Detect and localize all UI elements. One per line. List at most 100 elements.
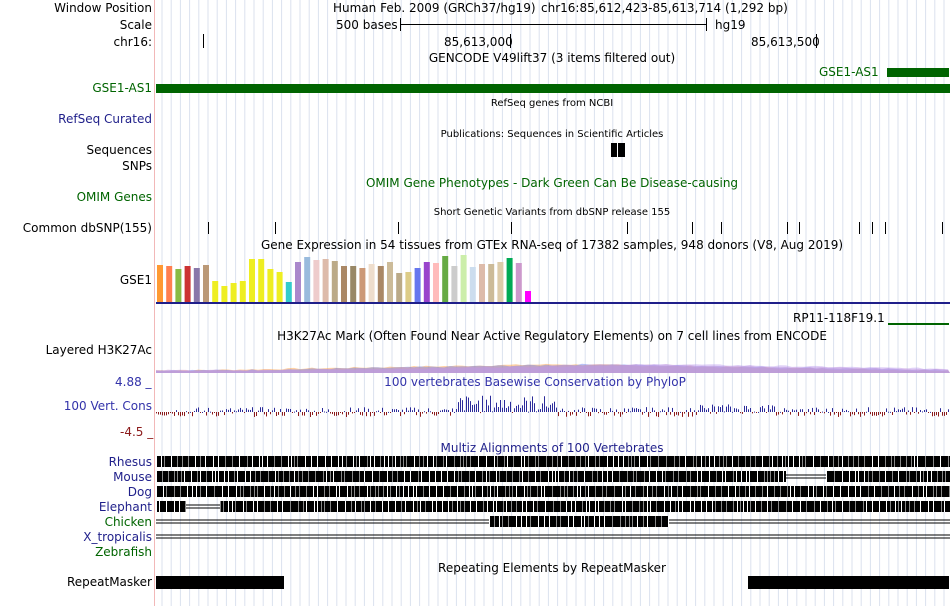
snp-tick[interactable] bbox=[721, 222, 722, 234]
gtex-tissue-bar[interactable] bbox=[239, 281, 246, 302]
gtex-tissue-bar[interactable] bbox=[423, 262, 430, 302]
dbsnp-track-label[interactable]: Common dbSNP(155) bbox=[22, 221, 152, 235]
gtex-tissue-bar[interactable] bbox=[221, 286, 228, 302]
snp-tick[interactable] bbox=[627, 222, 628, 234]
publication-feature[interactable] bbox=[611, 143, 625, 157]
snp-tick[interactable] bbox=[692, 222, 693, 234]
gtex-tissue-bar[interactable] bbox=[313, 260, 320, 302]
alignment-gap bbox=[504, 456, 505, 467]
repeat-element[interactable] bbox=[748, 576, 949, 589]
alignment-gap bbox=[623, 456, 624, 467]
repeat-element[interactable] bbox=[156, 576, 284, 589]
alignment-gap bbox=[234, 471, 235, 482]
gtex-tissue-bar[interactable] bbox=[488, 264, 495, 302]
gtex-tissue-bar[interactable] bbox=[230, 283, 237, 302]
gtex-tissue-bar[interactable] bbox=[203, 265, 209, 302]
alignment-block bbox=[156, 471, 786, 482]
gtex-tissue-bar[interactable] bbox=[469, 267, 476, 302]
gencode-right-feature[interactable] bbox=[887, 68, 949, 77]
gtex-tissue-bar[interactable] bbox=[350, 266, 357, 302]
h3k27ac-signal[interactable] bbox=[156, 355, 950, 373]
alignment-gap bbox=[384, 456, 385, 467]
gtex-tissue-bar[interactable] bbox=[368, 264, 375, 302]
gtex-tissue-bar[interactable] bbox=[249, 259, 255, 302]
gtex-tissue-bar[interactable] bbox=[479, 264, 485, 302]
species-label-x-tropicalis[interactable]: X_tropicalis bbox=[83, 530, 152, 544]
gtex-tissue-bar[interactable] bbox=[359, 268, 366, 302]
gtex-tissue-bar[interactable] bbox=[212, 281, 219, 302]
gtex-tissue-bar[interactable] bbox=[405, 272, 412, 302]
gtex-tissue-bar[interactable] bbox=[276, 272, 283, 302]
gtex-tissue-bar[interactable] bbox=[396, 273, 403, 302]
species-label-zebrafish[interactable]: Zebrafish bbox=[95, 545, 152, 559]
h3k27ac-track-label[interactable]: Layered H3K27Ac bbox=[45, 343, 152, 357]
species-label-mouse[interactable]: Mouse bbox=[113, 470, 152, 484]
gtex-tissue-bar[interactable] bbox=[295, 262, 301, 302]
gtex-tissue-bar[interactable] bbox=[387, 262, 393, 302]
snp-tick[interactable] bbox=[942, 222, 943, 234]
species-label-rhesus[interactable]: Rhesus bbox=[108, 455, 152, 469]
gtex-track-label[interactable]: GSE1 bbox=[119, 273, 152, 287]
multiz-alignment-rows[interactable] bbox=[156, 455, 950, 560]
gtex-tissue-bar[interactable] bbox=[258, 259, 265, 302]
phylop-track-label[interactable]: 100 Vert. Cons bbox=[63, 399, 152, 413]
gtex-tissue-bar[interactable] bbox=[175, 269, 182, 302]
gtex-tissue-bar[interactable] bbox=[515, 263, 522, 302]
species-label-dog[interactable]: Dog bbox=[127, 485, 152, 499]
snp-tick[interactable] bbox=[859, 222, 860, 234]
snp-tick[interactable] bbox=[787, 222, 788, 234]
alignment-gap bbox=[864, 456, 865, 467]
gtex-right-item[interactable]: RP11-118F19.1 bbox=[793, 311, 885, 325]
gtex-tissue-bar[interactable] bbox=[166, 266, 173, 302]
gtex-tissue-bar[interactable] bbox=[285, 282, 292, 302]
gtex-tissue-bar[interactable] bbox=[506, 258, 513, 302]
gtex-tissue-bar[interactable] bbox=[414, 268, 421, 302]
snp-tick[interactable] bbox=[398, 222, 399, 234]
gtex-tissue-bar[interactable] bbox=[304, 257, 311, 302]
gtex-tissue-bar[interactable] bbox=[341, 266, 347, 302]
gtex-tissue-bar[interactable] bbox=[322, 259, 329, 302]
phylop-bar bbox=[834, 412, 835, 415]
dbsnp-variants[interactable] bbox=[156, 221, 950, 235]
snp-tick[interactable] bbox=[872, 222, 873, 234]
gtex-expression-chart[interactable] bbox=[156, 255, 950, 305]
refseq-track-label[interactable]: RefSeq Curated bbox=[58, 112, 152, 126]
gtex-tissue-bar[interactable] bbox=[525, 291, 531, 302]
snp-tick[interactable] bbox=[885, 222, 886, 234]
gtex-tissue-bar[interactable] bbox=[433, 263, 439, 302]
repeatmasker-track-label[interactable]: RepeatMasker bbox=[66, 575, 152, 589]
gencode-right-item[interactable]: GSE1-AS1 bbox=[819, 65, 879, 79]
alignment-gap bbox=[452, 501, 453, 512]
rp11-feature[interactable] bbox=[888, 323, 949, 325]
gtex-tissue-bar[interactable] bbox=[184, 266, 191, 302]
snp-tick[interactable] bbox=[275, 222, 276, 234]
phylop-bar bbox=[786, 409, 787, 412]
gtex-tissue-bar[interactable] bbox=[267, 269, 274, 302]
phylop-bar bbox=[906, 412, 907, 415]
gencode-feature-gse1-as1[interactable] bbox=[156, 84, 950, 93]
sequences-track-label[interactable]: Sequences bbox=[86, 143, 152, 157]
gtex-tissue-bar[interactable] bbox=[451, 266, 458, 302]
phylop-conservation-wiggle[interactable] bbox=[156, 384, 950, 440]
snp-tick[interactable] bbox=[208, 222, 209, 234]
snps-track-label[interactable]: SNPs bbox=[122, 159, 152, 173]
species-label-chicken[interactable]: Chicken bbox=[104, 515, 152, 529]
gtex-tissue-bar[interactable] bbox=[193, 268, 200, 302]
species-label-elephant[interactable]: Elephant bbox=[98, 500, 152, 514]
alignment-gap bbox=[636, 471, 637, 482]
gencode-track-label[interactable]: GSE1-AS1 bbox=[92, 81, 152, 95]
gtex-tissue-bar[interactable] bbox=[377, 266, 384, 302]
alignment-gap bbox=[637, 516, 638, 527]
gtex-tissue-bar[interactable] bbox=[442, 256, 449, 302]
gtex-tissue-bar[interactable] bbox=[157, 265, 163, 302]
gtex-tissue-bar[interactable] bbox=[460, 255, 467, 302]
gtex-tissue-bar[interactable] bbox=[497, 262, 504, 302]
snp-tick[interactable] bbox=[511, 222, 512, 234]
gtex-tissue-bar[interactable] bbox=[331, 261, 338, 302]
alignment-gap bbox=[476, 501, 477, 512]
snp-tick[interactable] bbox=[799, 222, 800, 234]
alignment-gap bbox=[419, 456, 420, 467]
alignment-gap bbox=[405, 501, 406, 512]
omim-track-label[interactable]: OMIM Genes bbox=[76, 190, 152, 204]
alignment-gap bbox=[200, 471, 201, 482]
